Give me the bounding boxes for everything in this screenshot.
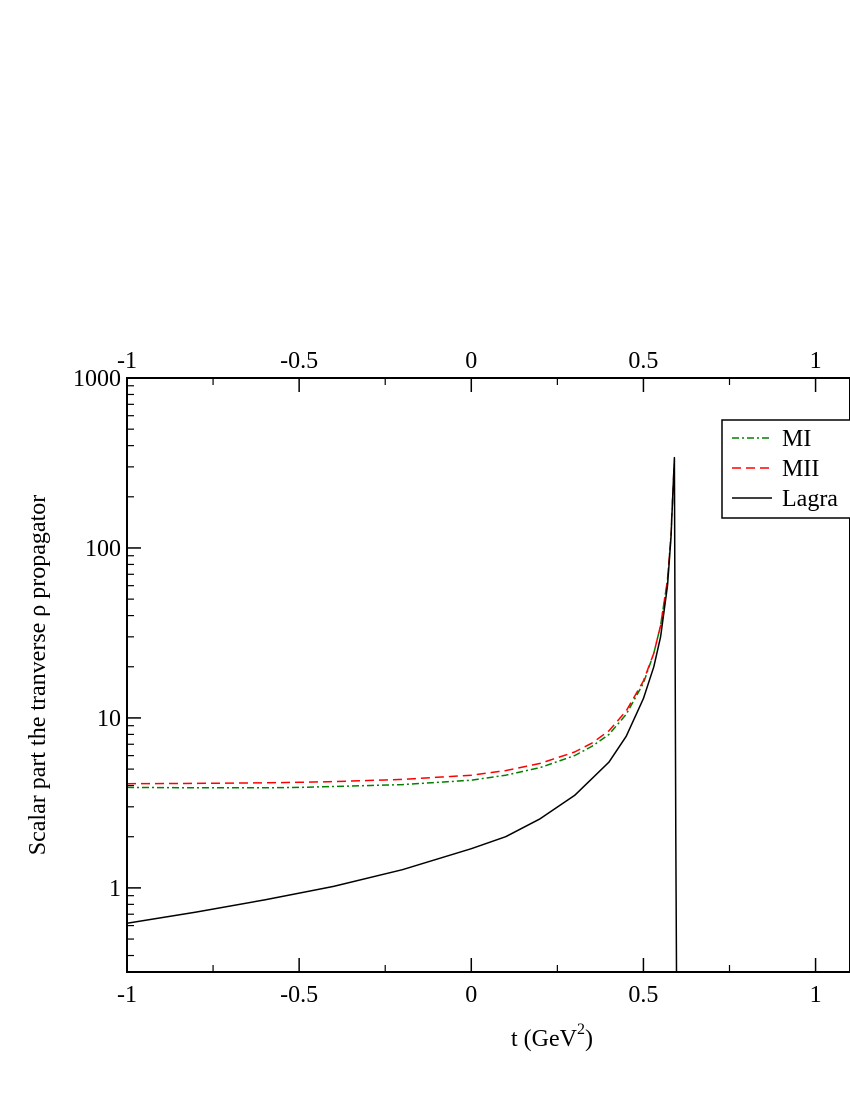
legend-box	[721, 419, 850, 519]
x-tick-label-top: 0	[465, 348, 477, 374]
x-tick-label: 1	[810, 982, 822, 1008]
legend: MI MII Lagra	[721, 419, 850, 519]
x-tick-label: 0.5	[628, 982, 658, 1008]
x-axis-title-tail: )	[585, 1026, 593, 1052]
x-tick-label: -1	[117, 982, 137, 1008]
legend-label-lagra: Lagra	[782, 486, 838, 512]
x-tick-label: 0	[465, 982, 477, 1008]
x-tick-label-top: -1	[117, 348, 137, 374]
series-layer	[126, 456, 678, 973]
legend-label-mi: MI	[782, 426, 811, 452]
series-line-lagra	[126, 456, 678, 973]
y-tick-label: 1000	[73, 366, 121, 392]
legend-label-mii: MII	[782, 456, 819, 482]
ticks-layer: -1 -1 -0.5 -0.5 0 0 0.5 0.5 1 1 1 10 100 1000	[73, 348, 822, 1008]
x-axis-title: t (GeV2)	[511, 1021, 593, 1052]
series-line-mii	[126, 459, 676, 785]
x-tick-label-top: -0.5	[280, 348, 318, 374]
y-tick-label: 100	[85, 536, 121, 562]
series-line-mi	[126, 459, 676, 789]
x-tick-label-top: 0.5	[628, 348, 658, 374]
x-tick-label: -0.5	[280, 982, 318, 1008]
y-tick-label: 10	[97, 706, 121, 732]
x-axis-title-main: t (GeV	[511, 1026, 578, 1052]
y-tick-label: 1	[109, 876, 121, 902]
y-axis-title: Scalar part the tranverse ρ propagator	[25, 495, 51, 855]
x-tick-label-top: 1	[810, 348, 822, 374]
plot-frame	[126, 377, 850, 973]
x-axis-title-sup: 2	[577, 1021, 585, 1038]
